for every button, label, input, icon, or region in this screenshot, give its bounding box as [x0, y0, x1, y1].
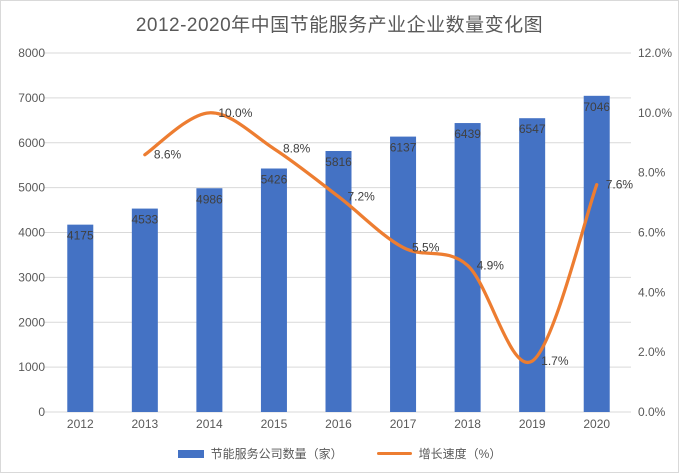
y-left-tick-label: 4000 [18, 226, 45, 240]
bar-value-label-2020: 7046 [583, 100, 610, 114]
bar-value-label-2017: 6137 [390, 141, 417, 155]
x-tick-label-2014: 2014 [196, 417, 223, 431]
growth-rate-line [143, 111, 599, 365]
line-value-label-2017: 5.5% [412, 240, 440, 254]
y-left-tick-label: 8000 [18, 46, 45, 60]
legend-item-line: 增长速度（%） [376, 445, 502, 462]
bar-2020 [583, 95, 610, 412]
legend-bar-label: 节能服务公司数量（家） [210, 447, 343, 461]
y-left-tick-label: 1000 [18, 360, 45, 374]
line-value-label-2014: 10.0% [218, 106, 252, 120]
y-left-tick-label: 3000 [18, 270, 45, 284]
bar-value-label-2018: 6439 [454, 127, 481, 141]
line-value-label-2018: 4.9% [477, 258, 505, 272]
y-right-tick-label: 10.0% [638, 106, 672, 120]
line-value-label-2020: 7.6% [606, 178, 634, 192]
axis-tick-labels: 0 1000 2000 3000 4000 5000 6000 7000 8000 0.0% 2.0… [18, 46, 672, 431]
y-right-tick-label: 4.0% [638, 285, 666, 299]
bar-value-labels: 4175 4533 4986 5426 5816 6137 6439 6547 7046 [67, 100, 610, 243]
y-left-tick-label: 2000 [18, 315, 45, 329]
line-value-label-2013: 8.6% [154, 148, 182, 162]
x-tick-label-2012: 2012 [67, 417, 94, 431]
y-right-tick-label: 6.0% [638, 226, 666, 240]
chart-title: 2012-2020年中国节能服务产业企业数量变化图 [135, 15, 544, 36]
bar-value-label-2019: 6547 [519, 122, 546, 136]
bar-2016 [325, 151, 352, 412]
x-tick-label-2020: 2020 [583, 417, 610, 431]
line-value-label-2015: 8.8% [283, 142, 311, 156]
y-left-tick-label: 7000 [18, 91, 45, 105]
x-tick-label-2017: 2017 [390, 417, 417, 431]
legend-item-bars: 节能服务公司数量（家） [177, 445, 343, 462]
x-tick-label-2013: 2013 [131, 417, 158, 431]
y-left-tick-label: 5000 [18, 181, 45, 195]
bar-2014 [196, 188, 223, 412]
bar-2013 [131, 208, 158, 412]
bar-value-label-2013: 4533 [131, 213, 158, 227]
x-tick-label-2015: 2015 [261, 417, 288, 431]
legend: 节能服务公司数量（家） 增长速度（%） [1, 445, 678, 462]
y-left-tick-label: 6000 [18, 136, 45, 150]
line-value-label-2019: 1.7% [541, 354, 569, 368]
legend-bar-swatch-icon [177, 449, 204, 458]
legend-line-label: 增长速度（%） [418, 447, 502, 461]
y-right-tick-label: 12.0% [638, 46, 672, 60]
line-value-labels: 8.6% 10.0% 8.8% 7.2% 5.5% 4.9% 1.7% 7.6% [154, 106, 634, 368]
line-value-label-2016: 7.2% [348, 190, 376, 204]
bar-value-label-2014: 4986 [196, 192, 223, 206]
bar-2015 [260, 168, 287, 412]
x-tick-label-2018: 2018 [454, 417, 481, 431]
x-tick-label-2016: 2016 [325, 417, 352, 431]
bar-2012 [67, 224, 94, 412]
y-left-tick-label: 0 [38, 405, 45, 419]
legend-line-swatch-icon [376, 452, 412, 455]
bar-value-label-2015: 5426 [261, 173, 288, 187]
bar-series [67, 95, 610, 413]
y-right-tick-label: 8.0% [638, 166, 666, 180]
bar-value-label-2016: 5816 [325, 155, 352, 169]
y-right-tick-label: 2.0% [638, 345, 666, 359]
y-right-tick-label: 0.0% [638, 405, 666, 419]
bar-2017 [390, 136, 417, 413]
x-tick-label-2019: 2019 [519, 417, 546, 431]
bar-value-label-2012: 4175 [67, 229, 94, 243]
